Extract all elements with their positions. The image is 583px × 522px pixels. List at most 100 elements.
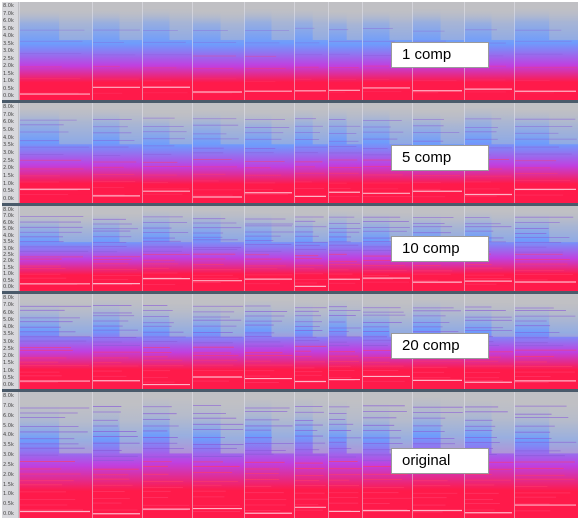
frequency-tick-label: 0.0k [3,511,14,517]
frequency-tick-label: 1.5k [3,264,14,271]
spectrogram-image [2,2,578,100]
frequency-tick-label: 7.0k [3,302,14,309]
note-segment [294,9,328,100]
spectrogram-panel: 8.0k 7.0k 6.0k 5.0k 4.0k 3.5k 3.0k 2.5k 2.0k 1.5k… [2,294,578,389]
frequency-axis: 8.0k 7.0k 6.0k 5.0k 4.0k 3.5k 3.0k 2.5k 2.0k 1.5k… [2,294,18,389]
note-segment [294,301,328,389]
note-segment [244,300,294,389]
note-segment [328,107,362,203]
frequency-tick-label: 3.5k [3,40,14,47]
spectrogram-panel: 8.0k 7.0k 6.0k 5.0k 4.0k 3.5k 3.0k 2.5k 2.0k 1.5k… [2,2,578,100]
frequency-tick-label: 0.5k [3,374,14,381]
frequency-tick-label: 0.0k [3,93,14,99]
frequency-tick-label: 4.0k [3,324,14,330]
note-segment [19,301,92,389]
frequency-tick-label: 6.0k [3,412,14,419]
component-label: 10 comp [391,236,489,262]
note-segment [244,8,294,100]
frequency-axis: 8.0k 7.0k 6.0k 5.0k 4.0k 3.5k 3.0k 2.5k 2.0k 1.5k… [2,103,18,203]
spectrogram-figure: 8.0k 7.0k 6.0k 5.0k 4.0k 3.5k 3.0k 2.5k 2.0k 1.5k… [2,2,578,518]
note-segment [328,298,362,389]
spectrogram-panel: 8.0k 7.0k 6.0k 5.0k 4.0k 3.5k 3.0k 2.5k 2.0k 1.5k… [2,103,578,203]
frequency-tick-label: 1.0k [3,271,14,278]
frequency-tick-label: 5.0k [3,25,14,32]
frequency-tick-label: 2.0k [3,258,14,265]
frequency-tick-label: 2.0k [3,471,14,478]
frequency-tick-label: 3.5k [3,442,14,449]
frequency-tick-label: 3.0k [3,48,14,54]
component-label: original [391,448,489,474]
frequency-tick-label: 5.0k [3,226,14,233]
frequency-tick-label: 7.0k [3,10,14,17]
note-segment [328,210,362,291]
frequency-tick-label: 3.0k [3,245,14,252]
frequency-tick-label: 4.0k [3,134,14,141]
frequency-tick-label: 1.0k [3,180,14,187]
frequency-tick-label: 2.0k [3,165,14,172]
note-segment [294,108,328,203]
spectrogram-panel: 8.0k 7.0k 6.0k 5.0k 4.0k 3.5k 3.0k 2.5k 2.0k 1.5k… [2,392,578,518]
note-segment [192,110,244,203]
frequency-tick-label: 8.0k [3,295,14,301]
frequency-tick-label: 4.0k [3,232,14,239]
note-segment [92,299,142,389]
component-label: 1 comp [391,42,489,68]
frequency-tick-label: 2.5k [3,461,14,468]
frequency-tick-label: 2.5k [3,251,14,258]
frequency-tick-label: 5.0k [3,127,14,133]
note-segment [92,9,142,100]
frequency-tick-label: 7.0k [3,213,14,220]
frequency-tick-label: 5.0k [3,422,14,429]
frequency-tick-label: 2.0k [3,63,14,69]
frequency-axis: 8.0k 7.0k 6.0k 5.0k 4.0k 3.5k 3.0k 2.5k 2.0k 1.5k… [2,2,18,100]
panel-separator [2,291,578,294]
frequency-tick-label: 1.0k [3,367,14,374]
panel-separator [2,100,578,103]
frequency-tick-label: 1.0k [3,491,14,498]
note-segment [142,112,192,203]
note-segment [514,211,578,291]
panel-separator [2,389,578,392]
frequency-tick-label: 8.0k [3,104,14,110]
frequency-tick-label: 0.0k [3,382,14,388]
frequency-tick-label: 2.0k [3,353,14,359]
frequency-tick-label: 0.5k [3,277,14,284]
frequency-tick-label: 3.0k [3,452,14,458]
spectrogram-image [2,206,578,291]
frequency-tick-label: 8.0k [3,207,14,213]
frequency-tick-label: 2.5k [3,55,14,62]
frequency-tick-label: 6.0k [3,119,14,126]
frequency-tick-label: 3.5k [3,331,14,338]
frequency-tick-label: 7.0k [3,111,14,118]
frequency-tick-label: 0.0k [3,196,14,202]
frequency-tick-label: 1.5k [3,360,14,367]
spectrogram-image [2,392,578,518]
frequency-tick-label: 3.0k [3,150,14,156]
frequency-tick-label: 0.5k [3,501,14,508]
frequency-tick-label: 5.0k [3,316,14,323]
note-segment [328,11,362,100]
note-segment [514,8,578,100]
frequency-tick-label: 2.5k [3,345,14,352]
frequency-tick-label: 0.5k [3,85,14,92]
spectrogram-panel: 8.0k 7.0k 6.0k 5.0k 4.0k 3.5k 3.0k 2.5k 2.0k 1.5k… [2,206,578,291]
panel-separator [2,203,578,206]
frequency-tick-label: 1.5k [3,173,14,179]
note-segment [19,9,92,100]
component-label: 5 comp [391,145,489,171]
frequency-tick-label: 0.5k [3,188,14,195]
frequency-axis: 8.0k 7.0k 6.0k 5.0k 4.0k 3.5k 3.0k 2.5k 2.0k 1.5k… [2,206,18,291]
note-segment [142,303,192,389]
note-segment [142,8,192,100]
frequency-tick-label: 4.0k [3,33,14,39]
frequency-tick-label: 3.5k [3,239,14,246]
frequency-tick-label: 1.5k [3,481,14,488]
frequency-tick-label: 1.0k [3,78,14,84]
frequency-tick-label: 0.0k [3,284,14,290]
frequency-tick-label: 8.0k [3,393,14,399]
spectrogram-image [2,294,578,389]
spectrogram-image [2,103,578,203]
component-label: 20 comp [391,333,489,359]
frequency-tick-label: 6.0k [3,18,14,24]
frequency-tick-label: 3.0k [3,338,14,345]
